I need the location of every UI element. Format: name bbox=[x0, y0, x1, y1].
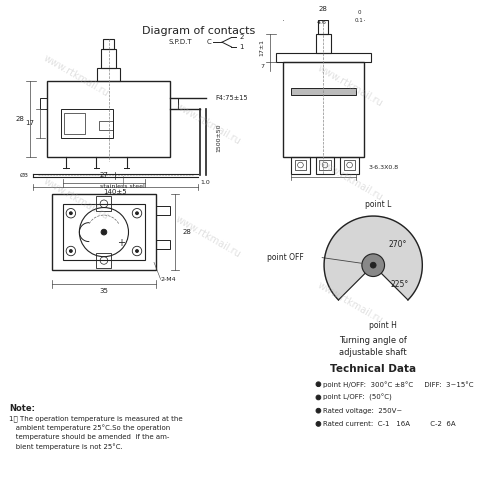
Bar bbox=[291, 156, 310, 174]
Text: www.rtkmail.ru: www.rtkmail.ru bbox=[315, 280, 384, 326]
Circle shape bbox=[136, 212, 138, 214]
Circle shape bbox=[316, 408, 321, 413]
Text: adjustable shaft: adjustable shaft bbox=[340, 348, 407, 356]
Text: 28: 28 bbox=[318, 6, 328, 12]
Text: 27: 27 bbox=[100, 172, 108, 178]
Circle shape bbox=[70, 212, 72, 214]
Text: point H/OFF:  300°C ±8°C     DIFF:  3~15°C: point H/OFF: 300°C ±8°C DIFF: 3~15°C bbox=[323, 381, 474, 388]
Text: temperature should be amended  if the am-: temperature should be amended if the am- bbox=[10, 434, 170, 440]
Bar bbox=[103, 40, 115, 49]
Text: 17±1: 17±1 bbox=[260, 40, 264, 56]
Bar bbox=[62, 110, 114, 138]
Text: 28: 28 bbox=[16, 116, 24, 121]
Bar bbox=[316, 156, 334, 174]
Circle shape bbox=[136, 250, 138, 252]
Text: 17: 17 bbox=[25, 120, 34, 126]
Bar bbox=[318, 20, 328, 34]
Bar bbox=[64, 113, 85, 134]
Bar bbox=[170, 98, 177, 110]
Text: www.rtkmail.ru: www.rtkmail.ru bbox=[41, 176, 110, 222]
Text: 2-M4: 2-M4 bbox=[160, 277, 176, 282]
Text: 4.6: 4.6 bbox=[316, 20, 326, 25]
Text: 270°: 270° bbox=[388, 240, 407, 249]
Text: bient temperature is not 25°C.: bient temperature is not 25°C. bbox=[10, 443, 123, 450]
Text: Diagram of contacts: Diagram of contacts bbox=[142, 26, 255, 36]
Text: www.rtkmail.ru: www.rtkmail.ru bbox=[174, 100, 242, 146]
Text: www.rtkmail.ru: www.rtkmail.ru bbox=[315, 63, 384, 108]
Text: www.rtkmail.ru: www.rtkmail.ru bbox=[315, 158, 384, 203]
Text: 140±5: 140±5 bbox=[104, 190, 127, 196]
Text: point L: point L bbox=[364, 200, 391, 209]
Text: stainless steel: stainless steel bbox=[100, 184, 145, 190]
Circle shape bbox=[370, 262, 376, 268]
Text: point H: point H bbox=[368, 321, 396, 330]
Text: Turning angle of: Turning angle of bbox=[340, 336, 407, 345]
Circle shape bbox=[316, 395, 321, 400]
Text: 225°: 225° bbox=[390, 280, 409, 288]
Bar bbox=[96, 253, 112, 268]
Bar bbox=[344, 160, 356, 170]
Text: 0: 0 bbox=[358, 10, 361, 16]
Bar bbox=[156, 206, 170, 215]
Circle shape bbox=[362, 254, 384, 276]
Circle shape bbox=[316, 422, 321, 426]
Text: C: C bbox=[207, 39, 212, 45]
Text: www.rtkmail.ru: www.rtkmail.ru bbox=[174, 214, 242, 260]
Text: 2: 2 bbox=[239, 34, 244, 40]
Text: 35: 35 bbox=[100, 288, 108, 294]
Bar bbox=[316, 34, 330, 52]
Bar bbox=[156, 240, 170, 249]
Text: Rated voltage:  250V~: Rated voltage: 250V~ bbox=[323, 408, 402, 414]
Bar bbox=[295, 160, 306, 170]
Text: 7: 7 bbox=[260, 64, 264, 70]
Bar bbox=[340, 156, 359, 174]
Bar bbox=[64, 204, 144, 260]
Bar bbox=[276, 52, 372, 62]
Text: Ø3: Ø3 bbox=[20, 173, 28, 178]
Bar bbox=[99, 120, 114, 130]
Circle shape bbox=[70, 250, 72, 252]
Bar bbox=[96, 196, 112, 212]
Text: 3-6.3X0.8: 3-6.3X0.8 bbox=[368, 166, 398, 170]
Text: S.P.D.T: S.P.D.T bbox=[168, 39, 192, 45]
Text: 0.1: 0.1 bbox=[354, 18, 364, 23]
Circle shape bbox=[101, 230, 107, 235]
Bar bbox=[40, 98, 47, 110]
Bar bbox=[47, 81, 170, 156]
Text: +: + bbox=[117, 238, 125, 248]
Text: F4:75±15: F4:75±15 bbox=[216, 95, 248, 101]
Text: Technical Data: Technical Data bbox=[330, 364, 416, 374]
Circle shape bbox=[316, 382, 321, 386]
Text: www.rtkmail.ru: www.rtkmail.ru bbox=[41, 54, 110, 99]
Bar bbox=[284, 62, 364, 156]
Bar bbox=[291, 88, 356, 95]
Text: 1: 1 bbox=[239, 44, 244, 50]
Text: point OFF: point OFF bbox=[266, 253, 304, 262]
Text: Note:: Note: bbox=[10, 404, 36, 413]
Bar bbox=[52, 194, 156, 270]
Text: 28: 28 bbox=[182, 229, 191, 235]
Bar bbox=[98, 68, 120, 81]
Text: point L/OFF:  (50°C): point L/OFF: (50°C) bbox=[323, 394, 392, 401]
Text: 1500±50: 1500±50 bbox=[216, 124, 222, 152]
Bar bbox=[320, 160, 330, 170]
Text: 1、 The operation temperature is measured at the: 1、 The operation temperature is measured… bbox=[10, 415, 183, 422]
Text: 1.0: 1.0 bbox=[200, 180, 210, 186]
Text: Rated current:  C-1   16A         C-2  6A: Rated current: C-1 16A C-2 6A bbox=[323, 421, 456, 427]
Text: ambient temperature 25°C.So the operation: ambient temperature 25°C.So the operatio… bbox=[10, 424, 170, 431]
Polygon shape bbox=[324, 216, 422, 300]
Bar bbox=[101, 49, 116, 68]
